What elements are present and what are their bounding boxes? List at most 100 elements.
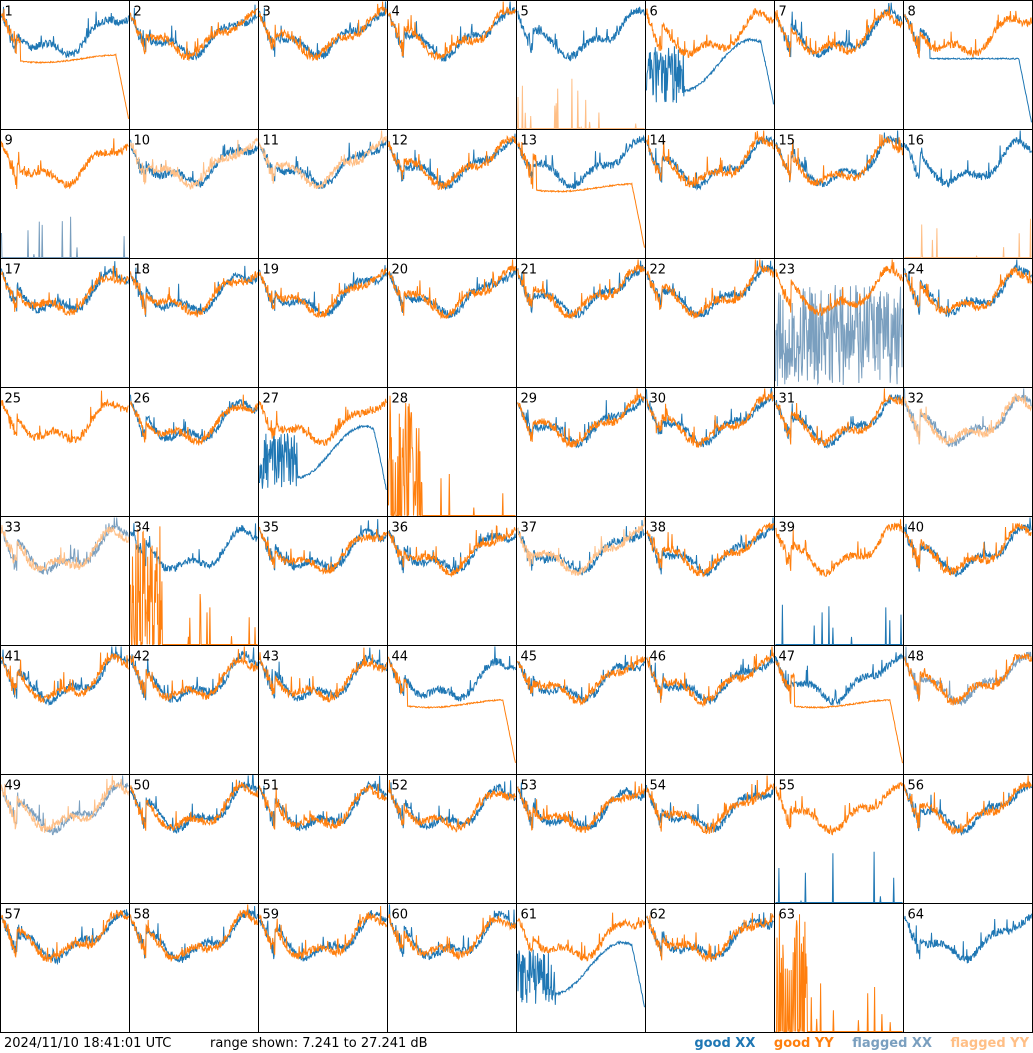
series-yy (1, 775, 129, 833)
panel-36: 36 (387, 516, 517, 646)
series-xx (130, 265, 258, 317)
panel-label: 53 (521, 779, 538, 794)
panel-52: 52 (387, 774, 517, 904)
panel-label: 48 (908, 650, 925, 665)
panel-frame (129, 645, 259, 775)
panel-26: 26 (129, 387, 259, 517)
panel-63: 63 (774, 903, 904, 1033)
panel-label: 39 (779, 521, 796, 536)
panel-label: 26 (134, 392, 151, 407)
panel-62: 62 (645, 903, 775, 1033)
series-xx (775, 284, 903, 387)
panel-37: 37 (516, 516, 646, 646)
series-yy (904, 10, 1032, 59)
series-yy (130, 526, 258, 645)
panel-label: 47 (779, 650, 796, 665)
panel-48: 48 (903, 645, 1033, 775)
panel-label: 19 (263, 263, 280, 278)
series-yy (1, 524, 129, 572)
panel-8: 8 (903, 0, 1033, 130)
series-yy (646, 8, 774, 58)
panel-label: 51 (263, 779, 280, 794)
panel-label: 63 (779, 908, 796, 923)
legend-good-xx: good XX (694, 1036, 756, 1051)
panel-frame (0, 129, 130, 259)
panel-label: 46 (650, 650, 667, 665)
panel-frame (387, 258, 517, 388)
panel-label: 58 (134, 908, 151, 923)
series-yy (130, 646, 258, 702)
panel-frame (645, 0, 775, 130)
panel-frame (645, 387, 775, 517)
panel-label: 5 (521, 5, 529, 20)
series-yy (775, 781, 903, 836)
series-xx (646, 37, 774, 105)
panel-33: 33 (0, 516, 130, 646)
panel-64: 64 (903, 903, 1033, 1033)
series-xx (130, 394, 258, 443)
panel-label: 4 (392, 5, 400, 20)
panel-frame (387, 903, 517, 1033)
series-xx (904, 130, 1032, 189)
series-yy (259, 398, 387, 446)
panel-label: 62 (650, 908, 667, 923)
series-xx (259, 1, 387, 60)
panel-61: 61 (516, 903, 646, 1033)
legend: good XX good YY flagged XX flagged YY (680, 1034, 1029, 1053)
series-xx (388, 780, 516, 831)
panel-7: 7 (774, 0, 904, 130)
series-yy (1, 138, 129, 190)
series-yy (1, 8, 129, 119)
panel-label: 49 (5, 779, 22, 794)
panel-label: 36 (392, 521, 409, 536)
panel-label: 9 (5, 134, 13, 149)
panel-31: 31 (774, 387, 904, 517)
panel-label: 20 (392, 263, 409, 278)
panel-13: 13 (516, 129, 646, 259)
panel-label: 33 (5, 521, 22, 536)
panel-21: 21 (516, 258, 646, 388)
series-yy (130, 270, 258, 318)
panel-label: 32 (908, 392, 925, 407)
series-xx (1, 6, 129, 59)
series-yy (904, 775, 1032, 835)
series-yy (1, 390, 129, 445)
panel-25: 25 (0, 387, 130, 517)
series-xx (130, 139, 258, 188)
panel-frame (258, 0, 388, 130)
series-xx (388, 530, 516, 574)
series-yy (517, 912, 645, 962)
panel-label: 38 (650, 521, 667, 536)
panel-frame (903, 129, 1033, 259)
panel-57: 57 (0, 903, 130, 1033)
panel-38: 38 (645, 516, 775, 646)
series-yy (646, 775, 774, 835)
panel-frame (0, 645, 130, 775)
panel-label: 16 (908, 134, 925, 149)
panel-frame (516, 129, 646, 259)
panel-label: 24 (908, 263, 925, 278)
panel-51: 51 (258, 774, 388, 904)
panel-frame (258, 129, 388, 259)
panel-45: 45 (516, 645, 646, 775)
series-xx (646, 387, 774, 448)
panel-46: 46 (645, 645, 775, 775)
panel-label: 50 (134, 779, 151, 794)
series-yy (130, 137, 258, 190)
panel-35: 35 (258, 516, 388, 646)
series-xx (388, 646, 516, 702)
panel-frame (258, 645, 388, 775)
series-yy (775, 388, 903, 447)
panel-label: 21 (521, 263, 538, 278)
panel-frame (129, 516, 259, 646)
panel-frame (903, 903, 1033, 1033)
panel-59: 59 (258, 903, 388, 1033)
panel-frame (516, 774, 646, 904)
panel-frame (903, 387, 1033, 517)
legend-flagged-xx: flagged XX (852, 1036, 932, 1051)
panel-40: 40 (903, 516, 1033, 646)
series-yy (517, 388, 645, 449)
panel-24: 24 (903, 258, 1033, 388)
series-yy (1, 652, 129, 703)
